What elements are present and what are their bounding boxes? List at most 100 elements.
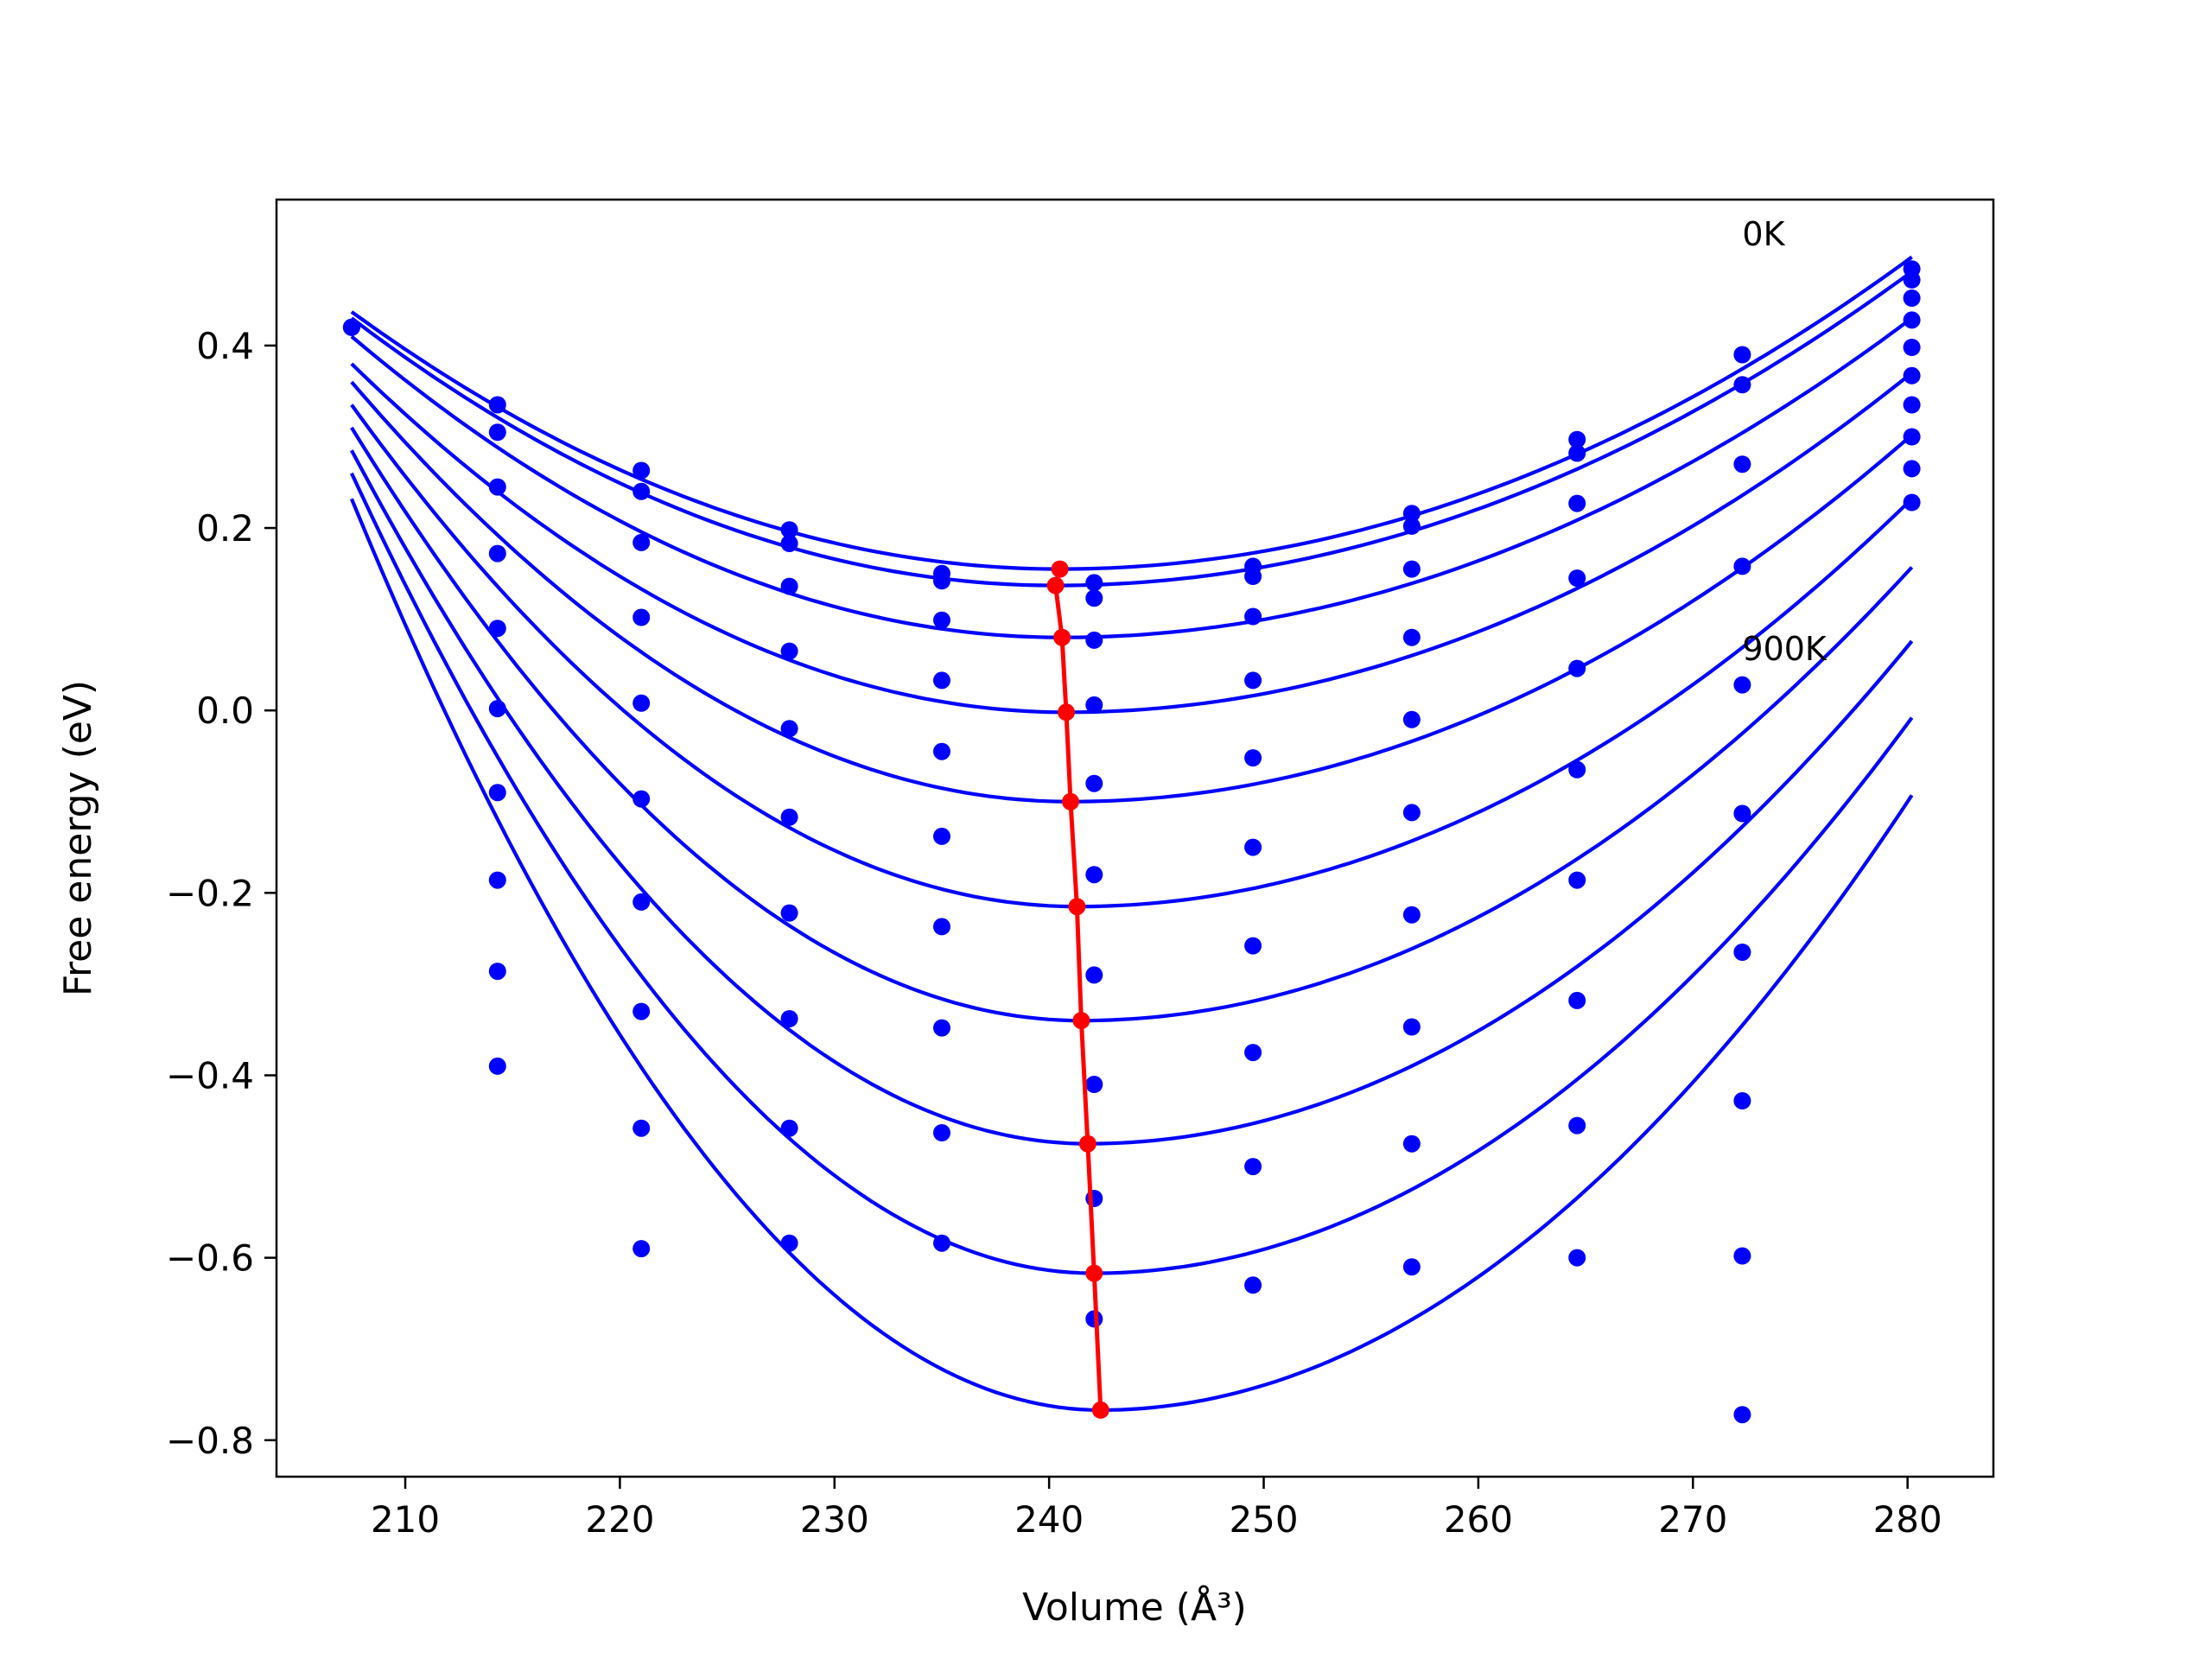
- data-point: [933, 611, 950, 629]
- data-point: [780, 535, 798, 552]
- data-point: [632, 482, 651, 500]
- data-point: [632, 893, 651, 911]
- data-point: [1085, 866, 1103, 884]
- data-point: [780, 642, 798, 660]
- annotations: 0K 900K: [1742, 215, 1827, 668]
- data-point: [1568, 871, 1586, 889]
- data-point: [1244, 1276, 1262, 1294]
- data-point: [1733, 944, 1751, 961]
- data-point: [1244, 607, 1262, 626]
- data-point: [632, 1002, 651, 1020]
- data-point: [933, 1019, 950, 1037]
- fit-curve-7: [350, 426, 1914, 1023]
- data-point: [1402, 906, 1421, 924]
- data-point: [488, 544, 506, 563]
- data-point: [342, 318, 360, 336]
- minimum-point: [1068, 898, 1086, 916]
- data-point: [1568, 760, 1586, 779]
- fit-curve-5: [350, 380, 1913, 804]
- data-point: [632, 694, 651, 712]
- x-tick-label: 230: [800, 1498, 869, 1541]
- data-point: [1402, 628, 1421, 646]
- fit-curve-3: [350, 316, 1913, 639]
- data-point: [1903, 270, 1921, 289]
- fit-curve-10: [349, 498, 1914, 1413]
- x-tick-label: 240: [1014, 1498, 1084, 1541]
- data-point: [1402, 804, 1421, 822]
- y-tick-label: −0.8: [166, 1420, 254, 1462]
- data-point: [1733, 1247, 1751, 1265]
- y-tick-label: 0.2: [196, 507, 254, 550]
- minimum-point: [1062, 792, 1079, 810]
- data-point: [1733, 1092, 1751, 1109]
- data-point: [488, 963, 506, 981]
- x-tick-label: 210: [371, 1498, 440, 1541]
- data-point: [632, 1119, 651, 1137]
- data-point: [1244, 838, 1262, 856]
- data-point: [933, 1234, 950, 1252]
- data-point: [933, 918, 950, 936]
- data-point: [1402, 560, 1421, 578]
- data-point: [1244, 1044, 1262, 1062]
- x-tick-label: 260: [1444, 1498, 1513, 1541]
- data-point: [1568, 430, 1586, 448]
- data-point: [1244, 568, 1262, 585]
- data-point: [1733, 676, 1751, 694]
- data-point: [488, 396, 506, 414]
- minimum-point: [1091, 1401, 1109, 1419]
- x-tick-label: 280: [1873, 1498, 1942, 1541]
- data-point: [1903, 493, 1921, 512]
- data-point: [1568, 569, 1586, 588]
- data-point: [488, 423, 506, 442]
- fit-curve-6: [350, 404, 1914, 909]
- data-point: [1244, 937, 1262, 955]
- data-point: [1244, 749, 1262, 767]
- data-point: [1402, 1135, 1421, 1153]
- data-point: [933, 572, 950, 590]
- x-tick-label: 270: [1658, 1498, 1727, 1541]
- data-point: [780, 1119, 798, 1137]
- y-axis-label: Free energy (eV): [56, 680, 100, 996]
- data-point: [488, 700, 506, 718]
- y-tick-label: −0.4: [166, 1054, 254, 1096]
- data-point: [488, 871, 506, 889]
- data-point: [632, 608, 651, 626]
- data-point: [1903, 339, 1921, 356]
- data-point: [1402, 1258, 1421, 1276]
- data-point: [933, 671, 950, 690]
- x-tick-label: 220: [585, 1498, 654, 1541]
- data-point: [632, 461, 651, 480]
- y-tick-label: −0.2: [166, 872, 254, 914]
- data-point: [1903, 460, 1921, 478]
- data-point: [1903, 396, 1921, 414]
- data-point: [1085, 1076, 1103, 1093]
- minimum-point: [1078, 1135, 1096, 1153]
- data-point: [488, 784, 506, 802]
- minimum-point: [1046, 576, 1065, 594]
- y-tick-label: −0.6: [166, 1237, 254, 1280]
- data-point: [1733, 557, 1751, 575]
- minimum-point: [1051, 560, 1069, 578]
- data-point: [1402, 517, 1421, 535]
- data-point: [780, 720, 798, 738]
- x-tick-label: 250: [1229, 1498, 1298, 1541]
- data-point: [632, 1240, 651, 1258]
- data-point: [1733, 346, 1751, 364]
- data-point: [1085, 966, 1103, 984]
- data-point: [780, 1234, 798, 1252]
- data-point: [1085, 774, 1103, 792]
- data-point: [1568, 991, 1586, 1009]
- data-point: [1568, 1116, 1586, 1135]
- data-point: [1402, 505, 1421, 523]
- data-point: [488, 620, 506, 638]
- x-axis: 210 220 230 240 250 260 270 280: [371, 1477, 1942, 1541]
- temperature-annotation: 0K: [1742, 215, 1785, 253]
- y-tick-label: 0.0: [196, 690, 254, 732]
- fit-curve-9: [349, 472, 1914, 1275]
- data-point: [1085, 696, 1103, 714]
- data-point: [780, 521, 798, 539]
- data-point: [780, 577, 798, 595]
- minimum-point: [1058, 703, 1075, 721]
